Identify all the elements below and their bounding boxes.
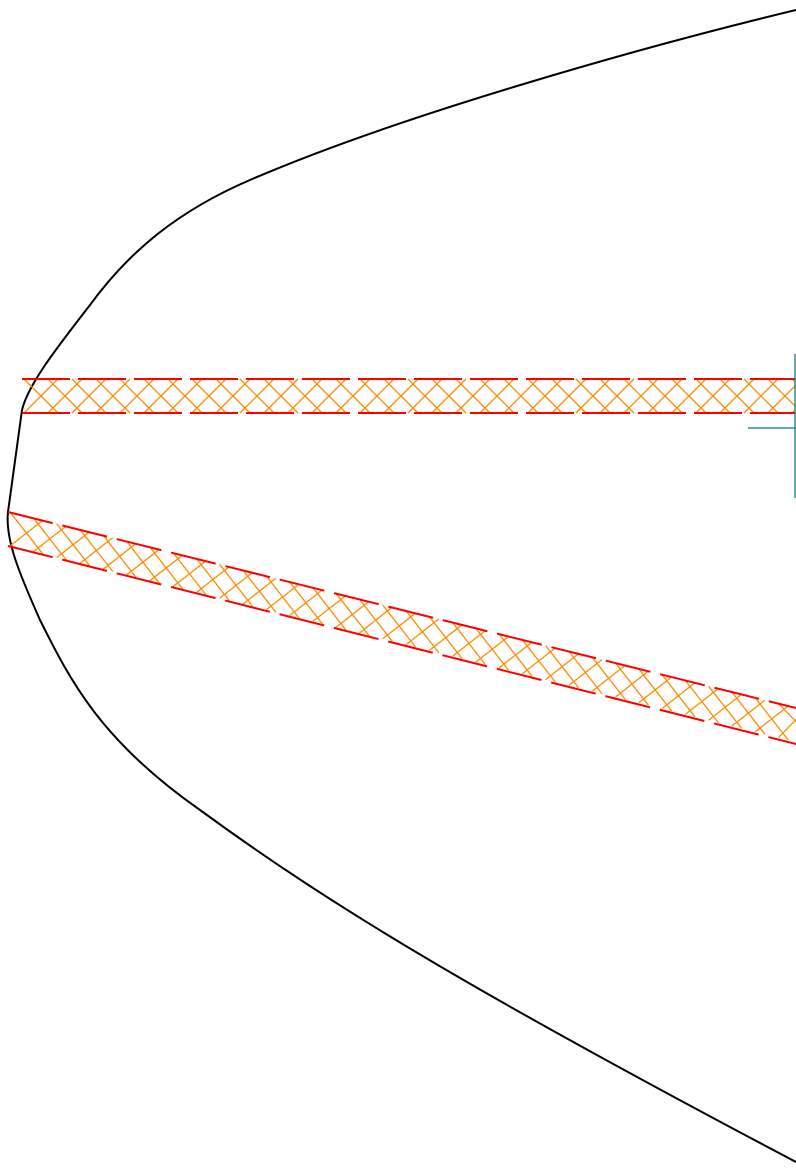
hatch-line bbox=[239, 378, 275, 414]
hatch-line bbox=[568, 659, 603, 686]
hatch-line bbox=[215, 378, 251, 414]
hatch-line bbox=[219, 571, 254, 599]
hatch-line bbox=[382, 612, 417, 640]
hatch-line bbox=[545, 653, 580, 681]
hatch-line bbox=[591, 664, 626, 692]
hatch-line bbox=[383, 378, 419, 414]
hatch-line bbox=[623, 378, 659, 414]
sloped-hatched-band bbox=[7, 511, 796, 745]
hatch-line bbox=[126, 548, 160, 576]
hatch-line bbox=[242, 577, 277, 605]
hatch-line bbox=[778, 719, 796, 739]
hatch-line bbox=[143, 378, 179, 414]
hatch-line bbox=[719, 378, 755, 414]
band-edge-top bbox=[7, 511, 796, 709]
band-hatch bbox=[9, 511, 796, 741]
hatch-line bbox=[615, 670, 649, 698]
hatch-line bbox=[32, 525, 67, 553]
hatch-line bbox=[684, 688, 719, 715]
hatch-line bbox=[428, 624, 463, 652]
hatch-line bbox=[475, 635, 510, 663]
hatch-line bbox=[498, 641, 533, 669]
hatch-line bbox=[575, 378, 611, 414]
hatch-line bbox=[638, 676, 673, 704]
teal-cross-marker bbox=[748, 354, 796, 498]
hatch-line bbox=[167, 378, 203, 414]
hatch-line bbox=[431, 378, 467, 414]
hatch-line bbox=[9, 519, 44, 547]
hatch-line bbox=[191, 378, 227, 414]
hatch-line bbox=[452, 630, 486, 657]
hatch-line bbox=[405, 618, 440, 646]
hatch-line bbox=[47, 378, 83, 414]
hatch-line bbox=[708, 693, 743, 721]
hatch-line bbox=[312, 595, 347, 623]
hatch-line bbox=[288, 589, 323, 617]
hatch-line bbox=[335, 378, 371, 414]
hatch-line bbox=[661, 682, 696, 710]
boundary-curve bbox=[6, 9, 796, 1163]
hatch-line bbox=[95, 378, 131, 414]
hatch-line bbox=[359, 378, 395, 414]
band-edge-bottom bbox=[7, 545, 796, 745]
hatch-line bbox=[455, 378, 491, 414]
hatch-line bbox=[358, 606, 393, 634]
hatch-line bbox=[79, 537, 114, 564]
hatch-line bbox=[503, 378, 539, 414]
hatch-line bbox=[172, 560, 207, 588]
hatch-line bbox=[195, 566, 230, 594]
hatch-line bbox=[263, 378, 299, 414]
hatch-line bbox=[767, 384, 796, 414]
hatch-line bbox=[311, 378, 347, 414]
hatch-line bbox=[265, 583, 300, 611]
hatch-line bbox=[778, 703, 796, 723]
hatch-line bbox=[71, 378, 107, 414]
hatch-line bbox=[102, 542, 137, 570]
hatch-line bbox=[743, 378, 779, 414]
hatch-line bbox=[56, 531, 91, 559]
hatch-line bbox=[335, 600, 370, 628]
hatch-line bbox=[149, 554, 184, 582]
hatch-line bbox=[119, 378, 155, 414]
hatch-line bbox=[479, 378, 515, 414]
hatch-line bbox=[695, 378, 731, 414]
hatch-line bbox=[527, 378, 563, 414]
hatch-line bbox=[23, 378, 59, 414]
hatch-line bbox=[731, 699, 766, 727]
hatch-line bbox=[767, 378, 796, 408]
hatch-line bbox=[671, 378, 707, 414]
hatch-line bbox=[407, 378, 443, 414]
hatch-line bbox=[599, 378, 635, 414]
hatch-line bbox=[754, 705, 789, 733]
band-hatch bbox=[23, 378, 796, 414]
hatch-line bbox=[287, 378, 323, 414]
hatch-line bbox=[551, 378, 587, 414]
hatch-line bbox=[647, 378, 683, 414]
horizontal-hatched-band bbox=[22, 378, 796, 414]
hatch-line bbox=[521, 647, 556, 675]
